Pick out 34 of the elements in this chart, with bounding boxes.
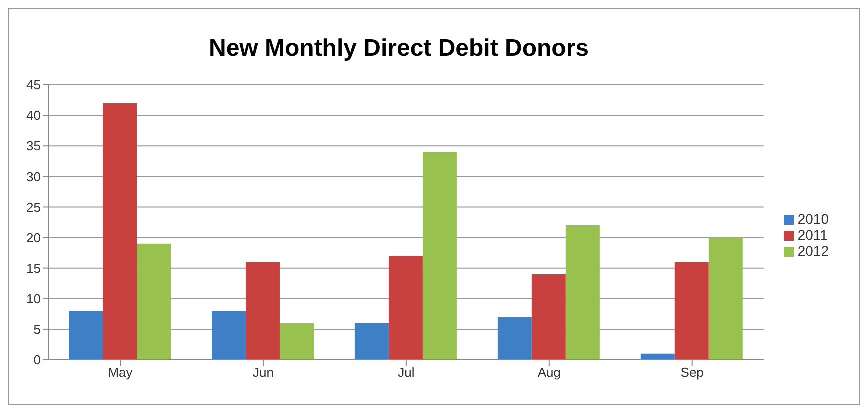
bar [280,323,314,360]
y-tick-label: 5 [34,322,41,338]
x-tick-label: Jul [398,365,415,380]
bar [246,262,280,360]
bar [566,226,600,360]
bar [69,311,104,360]
bar [498,317,532,360]
y-tick-label: 15 [26,260,41,276]
y-tick-label: 25 [26,200,41,215]
bar [212,311,246,360]
y-tick-label: 35 [26,138,41,154]
chart-title: New Monthly Direct Debit Donors [208,34,590,64]
legend-label: 2011 [798,227,828,243]
bar [354,323,389,360]
bar [674,262,709,360]
x-tick-label: Sep [680,365,704,380]
bar [388,256,423,360]
bar [137,244,172,360]
y-tick-label: 10 [26,292,41,307]
legend-label: 2012 [798,243,829,259]
bar [103,103,138,360]
bar [422,152,457,360]
bar [708,238,743,360]
x-tick-label: Aug [538,365,561,380]
y-tick-label: 20 [26,230,41,246]
x-tick-label: Jun [252,365,274,380]
legend-label: 2010 [798,211,829,227]
bar [640,354,675,360]
x-tick-label: May [108,365,134,380]
bar [532,274,566,360]
y-tick-label: 0 [34,352,41,368]
y-tick-label: 30 [26,169,41,184]
y-tick-label: 40 [26,108,41,124]
y-tick-label: 45 [26,78,41,93]
